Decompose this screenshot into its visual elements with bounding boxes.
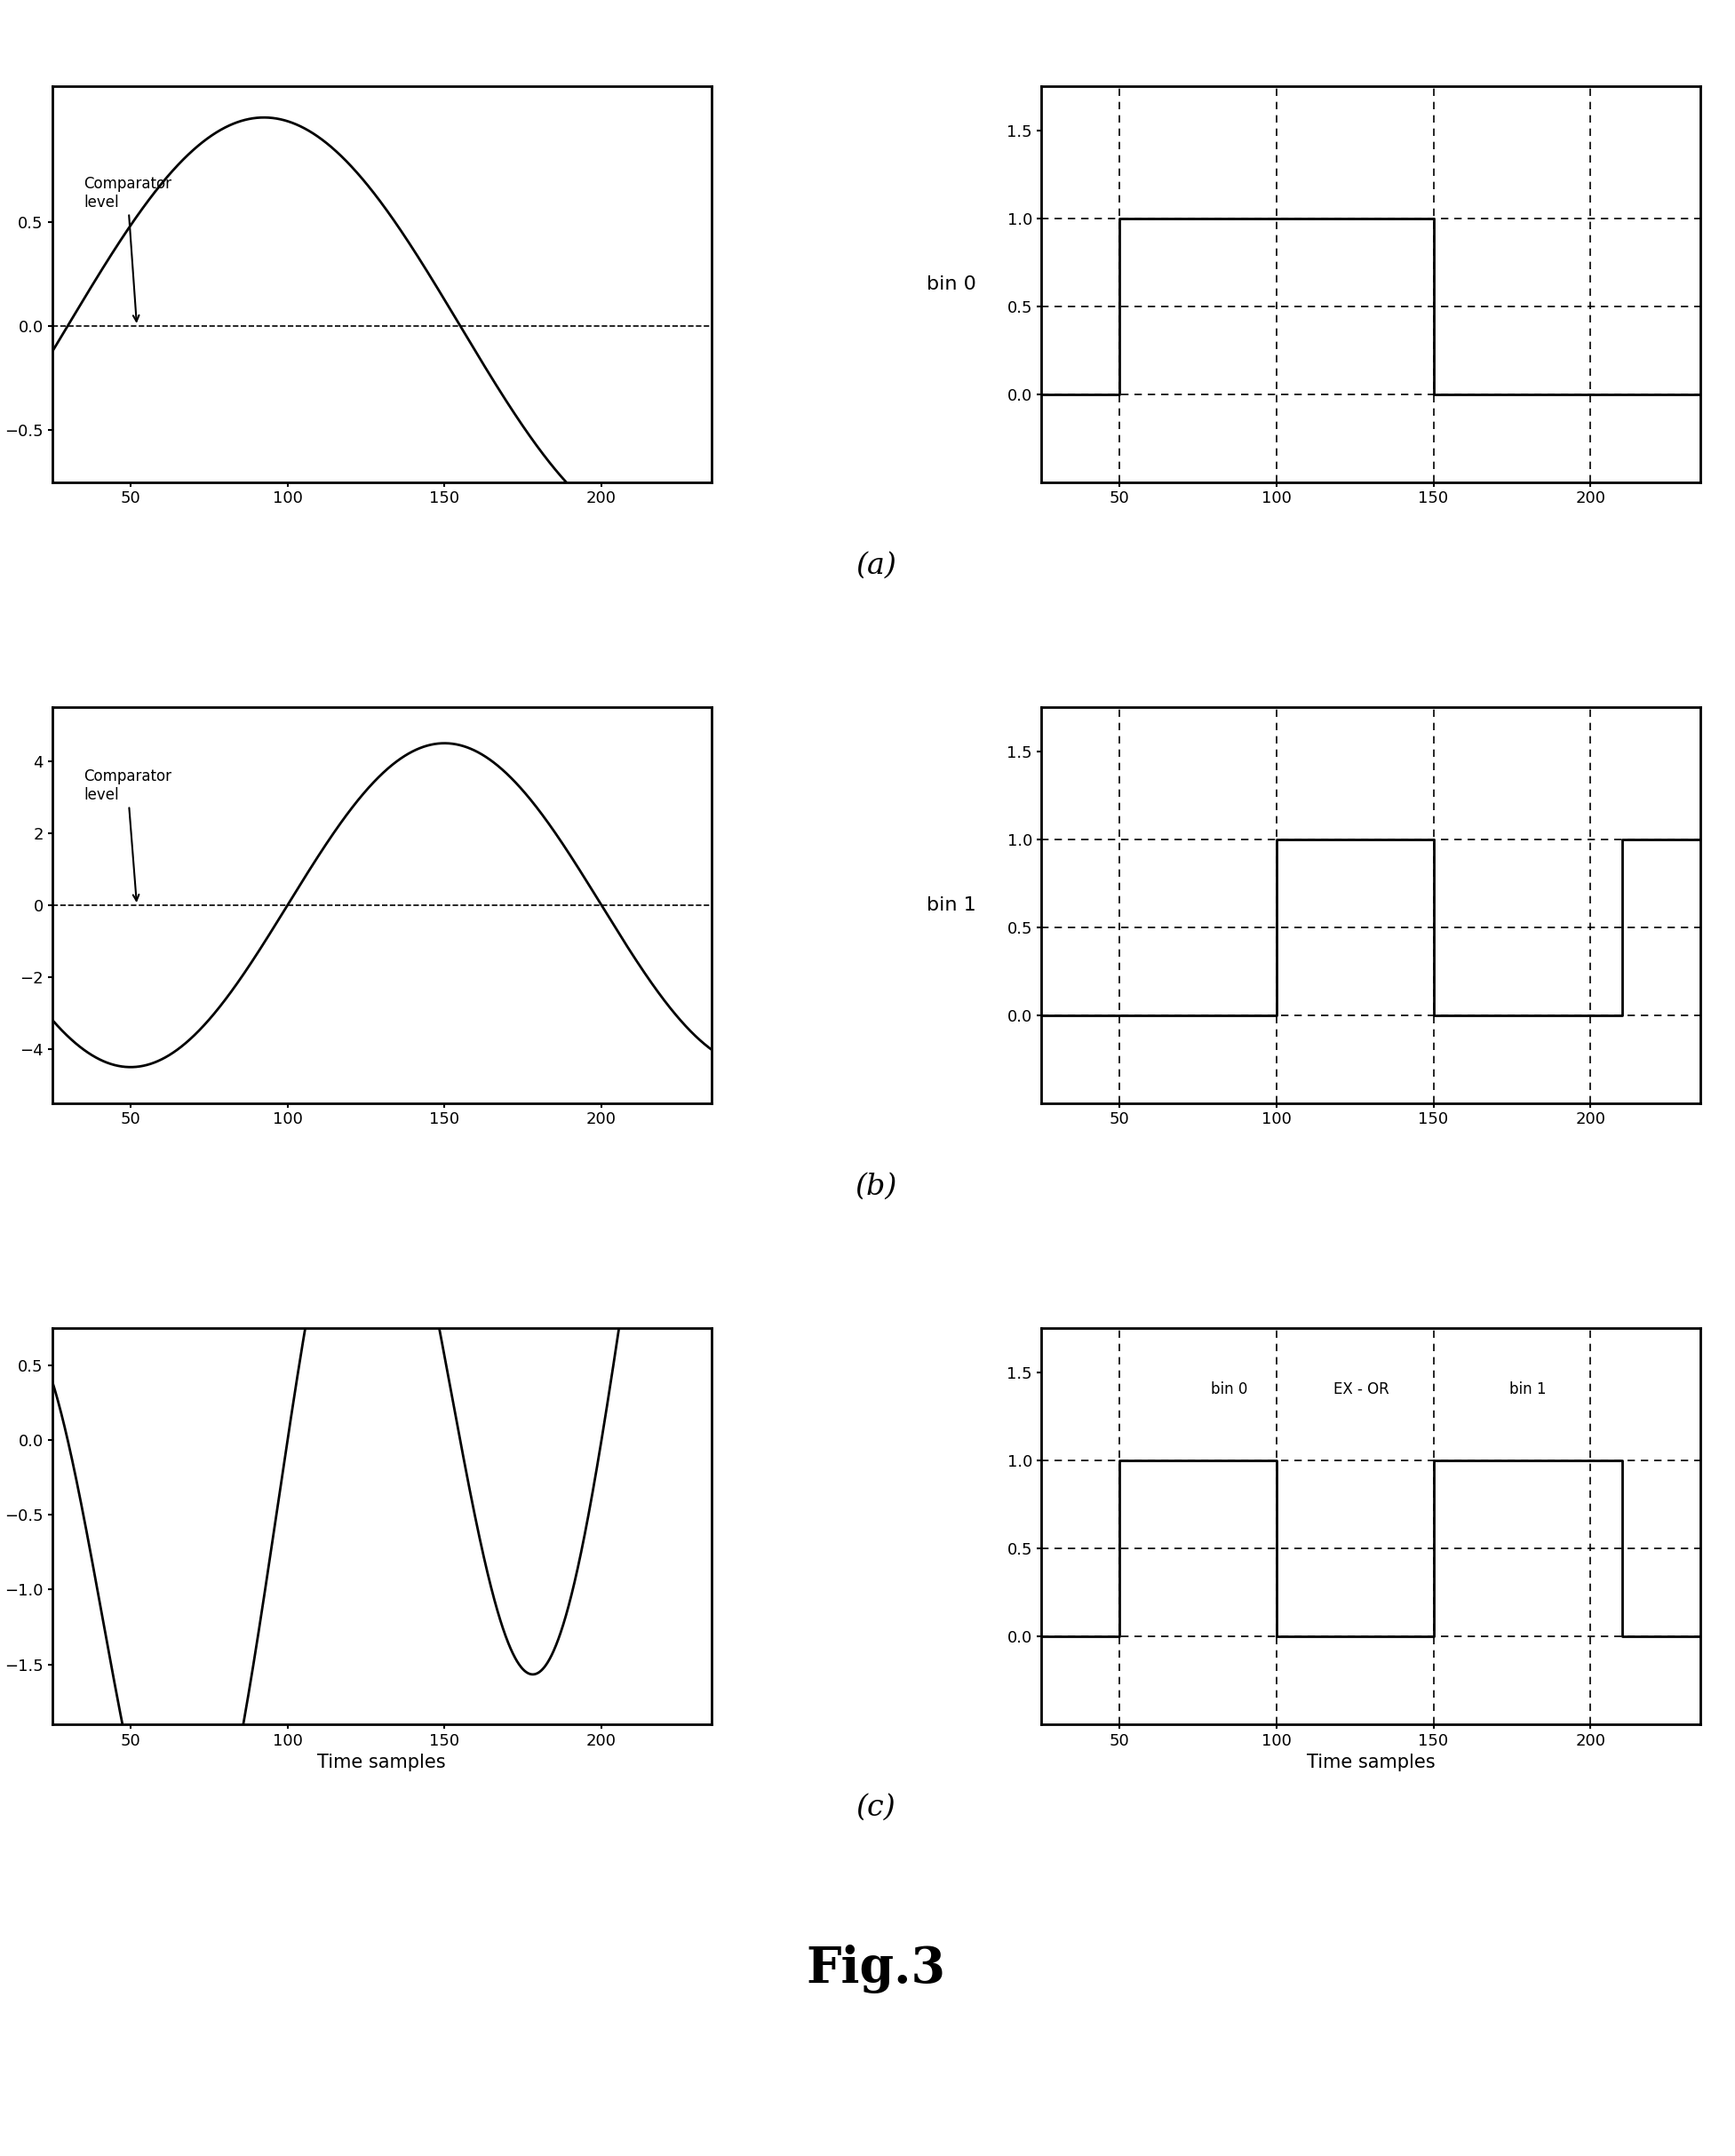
- Text: Fig.3: Fig.3: [807, 1945, 946, 1994]
- Text: (b): (b): [855, 1173, 897, 1201]
- Text: Comparator
level: Comparator level: [83, 177, 172, 321]
- X-axis label: Time samples: Time samples: [1306, 1753, 1435, 1772]
- Text: bin 1: bin 1: [1509, 1382, 1546, 1397]
- Y-axis label: bin 0: bin 0: [926, 276, 977, 293]
- Text: Comparator
level: Comparator level: [83, 768, 172, 901]
- Text: bin 0: bin 0: [1211, 1382, 1247, 1397]
- Text: (a): (a): [855, 552, 897, 580]
- Text: EX - OR: EX - OR: [1334, 1382, 1390, 1397]
- X-axis label: Time samples: Time samples: [318, 1753, 446, 1772]
- Text: (c): (c): [857, 1794, 895, 1822]
- Y-axis label: bin 1: bin 1: [926, 897, 977, 914]
